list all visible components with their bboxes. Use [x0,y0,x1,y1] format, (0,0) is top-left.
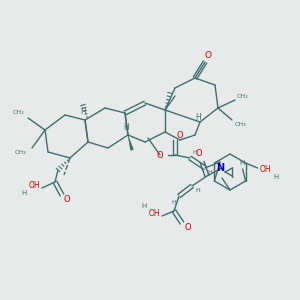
Text: H: H [141,203,147,209]
Text: O: O [64,196,70,205]
Text: H: H [273,174,278,180]
Text: H: H [208,169,212,175]
Text: H: H [193,149,197,154]
Text: OH: OH [260,166,272,175]
Text: OH: OH [148,208,160,217]
Text: OH: OH [28,182,40,190]
Text: CH₃: CH₃ [234,122,246,128]
Text: H: H [123,124,129,133]
Text: H: H [196,188,200,194]
Text: O: O [177,130,183,140]
Polygon shape [128,135,134,150]
Text: CH₃: CH₃ [14,149,26,154]
Text: O: O [196,149,202,158]
Text: N: N [216,163,224,173]
Text: O: O [157,151,163,160]
Text: O: O [185,223,191,232]
Text: O: O [205,50,212,59]
Text: H: H [21,190,27,196]
Text: H: H [172,200,176,205]
Text: CH₃: CH₃ [236,94,248,100]
Text: CH₃: CH₃ [12,110,24,116]
Text: H: H [195,113,201,122]
Text: H: H [239,160,244,166]
Text: H: H [80,107,86,116]
